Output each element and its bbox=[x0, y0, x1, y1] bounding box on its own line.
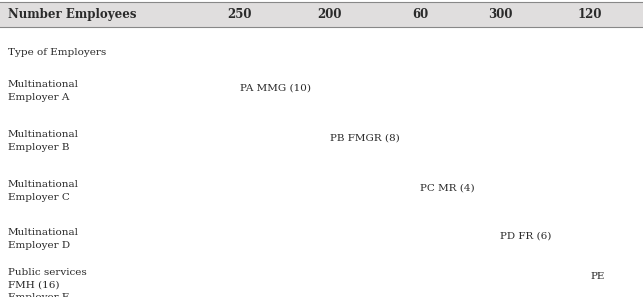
Text: 120: 120 bbox=[578, 8, 602, 21]
Text: PD FR (6): PD FR (6) bbox=[500, 232, 552, 241]
Text: Public services
FMH (16)
Employer E: Public services FMH (16) Employer E bbox=[8, 268, 87, 297]
Text: Number Employees: Number Employees bbox=[8, 8, 136, 21]
Text: PB FMGR (8): PB FMGR (8) bbox=[330, 134, 400, 143]
Text: PE: PE bbox=[590, 272, 604, 281]
Bar bbox=[0, 2, 643, 27]
Text: 60: 60 bbox=[412, 8, 428, 21]
Text: Multinational
Employer A: Multinational Employer A bbox=[8, 80, 79, 102]
Text: Multinational
Employer D: Multinational Employer D bbox=[8, 228, 79, 249]
Text: PC MR (4): PC MR (4) bbox=[420, 184, 475, 193]
Text: 300: 300 bbox=[488, 8, 512, 21]
Text: Type of Employers: Type of Employers bbox=[8, 48, 106, 57]
Text: PA MMG (10): PA MMG (10) bbox=[240, 84, 311, 93]
Text: 250: 250 bbox=[228, 8, 252, 21]
Text: Multinational
Employer C: Multinational Employer C bbox=[8, 180, 79, 201]
Text: Multinational
Employer B: Multinational Employer B bbox=[8, 130, 79, 151]
Text: 200: 200 bbox=[318, 8, 342, 21]
